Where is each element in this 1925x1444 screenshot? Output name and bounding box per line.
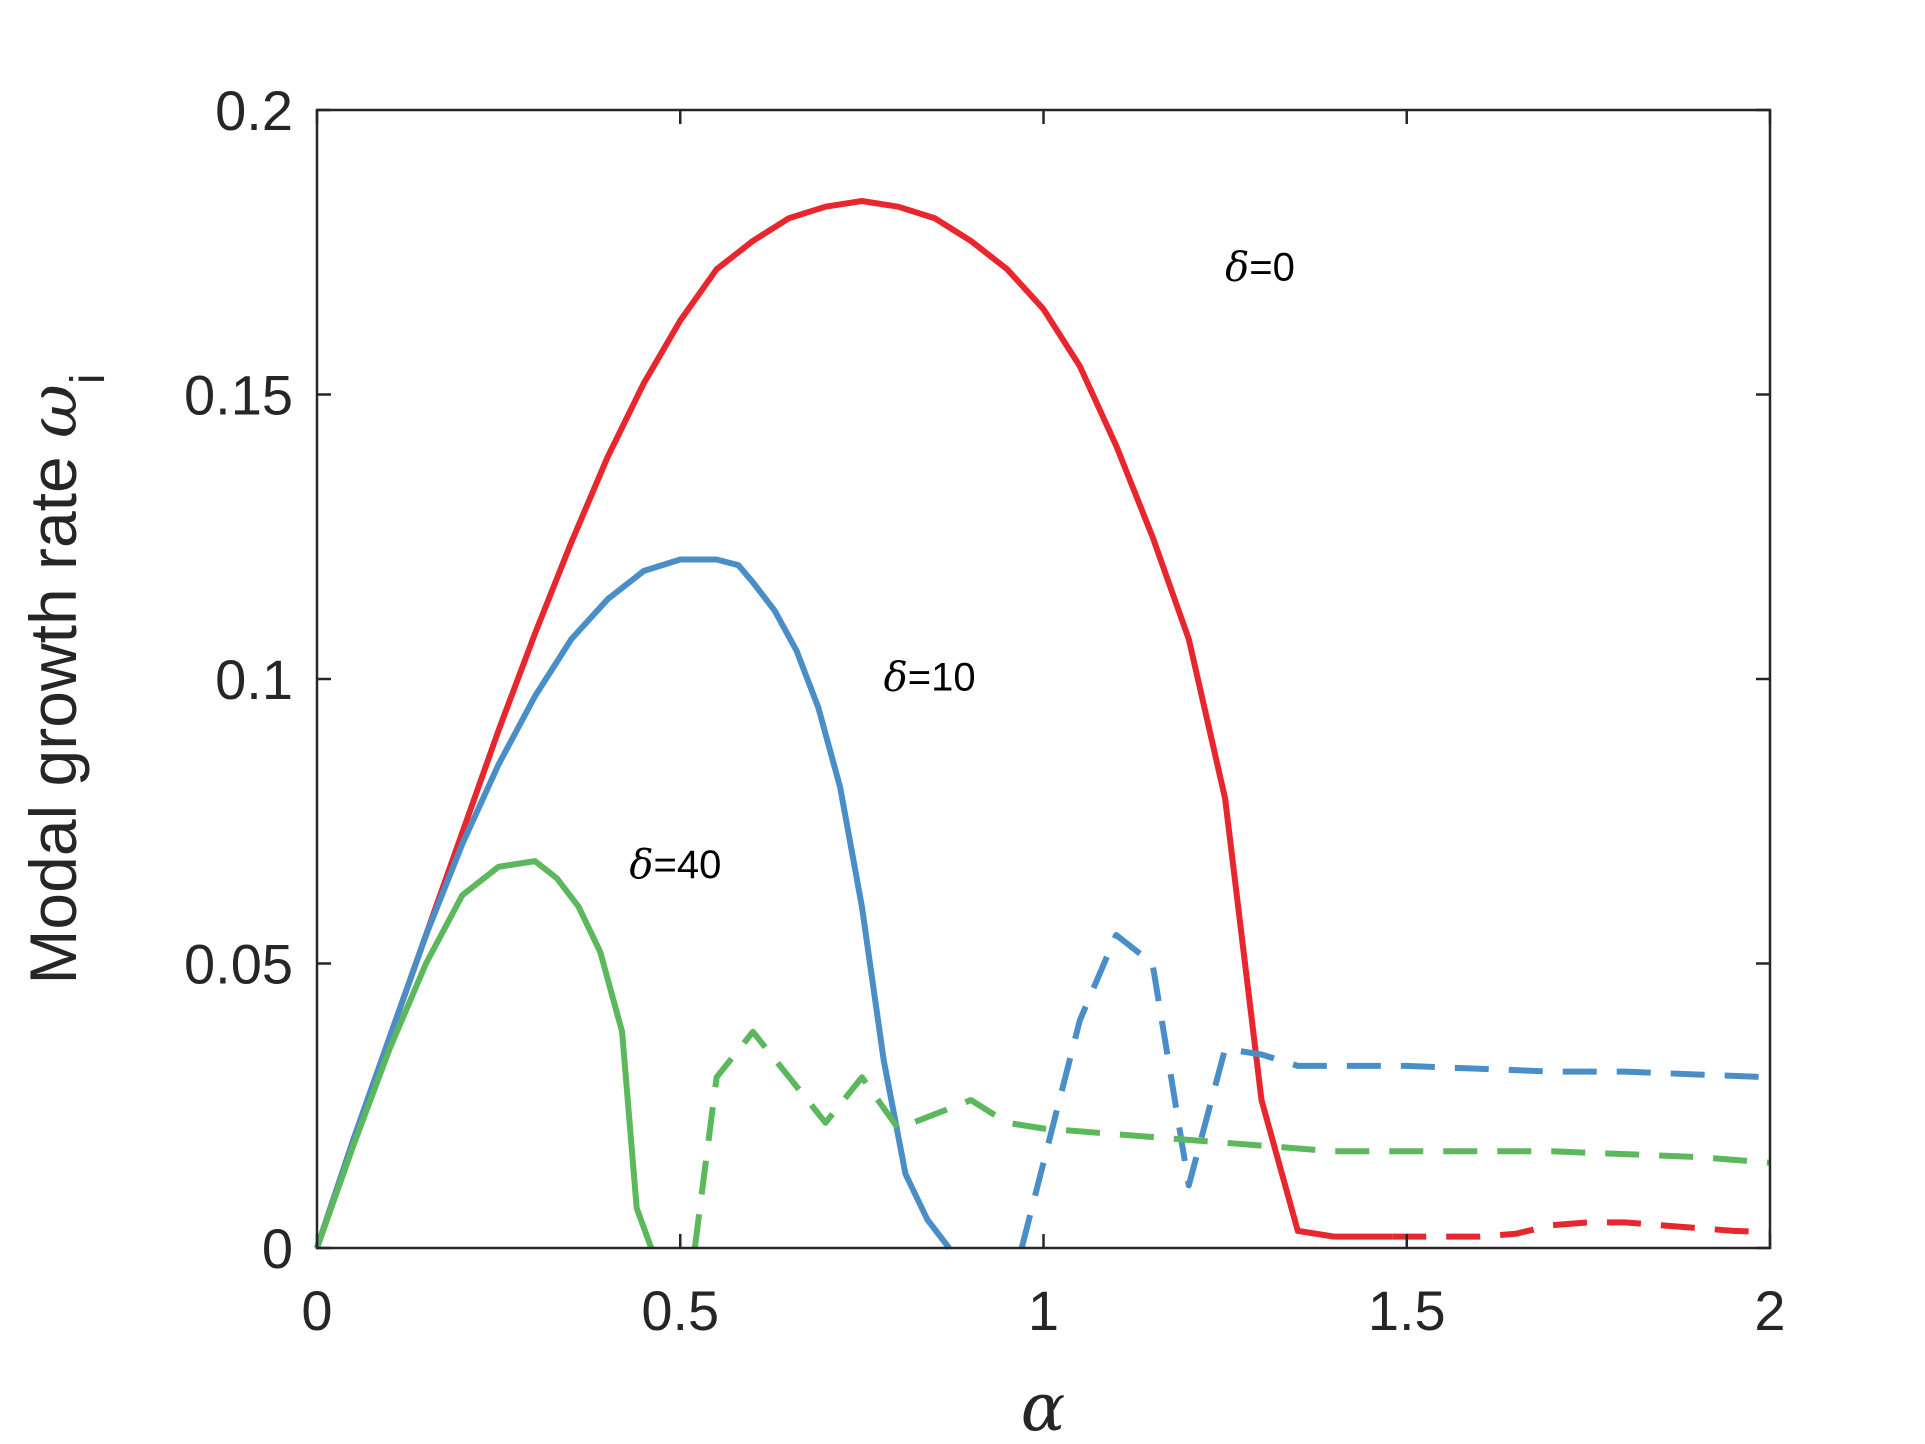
x-tick-label: 2 [1754, 1279, 1785, 1342]
y-tick-label: 0.15 [184, 364, 293, 427]
annotation-symbol: δ [629, 842, 653, 888]
y-axis-label-subscript: i [62, 373, 115, 384]
y-axis-label-symbol: ω [15, 384, 92, 438]
series-annotation: δ=10 [884, 654, 976, 700]
y-tick-label: 0.1 [215, 648, 293, 711]
series-line-d40_solid [314, 858, 655, 1250]
x-axis-label: α [1021, 1369, 1066, 1444]
x-tick-label: 1 [1028, 1279, 1059, 1342]
series-annotation: δ=0 [1225, 245, 1295, 291]
tick-layer: 0 0.5 1 1.5 2 0 0.05 0.1 0.15 0.2 [184, 79, 1786, 1342]
y-tick-label: 0 [262, 1217, 293, 1280]
series-line-d10_solid [314, 556, 952, 1250]
plot-frame [315, 108, 1772, 1250]
series-layer [314, 198, 1771, 1250]
annotation-value: =40 [653, 843, 721, 887]
annotation-symbol: δ [1225, 245, 1249, 291]
series-line-d0_dashed [1392, 1219, 1771, 1240]
y-axis-label: Modal growth rate ωi [15, 373, 115, 984]
annotation-value: =0 [1249, 246, 1295, 290]
y-tick-label: 0.2 [215, 79, 293, 142]
y-tick-label: 0.05 [184, 933, 293, 996]
x-tick-label: 0 [301, 1279, 332, 1342]
annotation-value: =10 [908, 655, 976, 699]
annotation-symbol: δ [884, 654, 908, 700]
x-tick-label: 0.5 [641, 1279, 719, 1342]
series-line-d40_dashed [691, 1028, 1771, 1249]
series-annotation: δ=40 [629, 842, 721, 888]
y-axis-label-text: Modal growth rate [16, 438, 90, 985]
series-line-d0_solid [314, 198, 1393, 1249]
annotation-layer: δ=0δ=10δ=40 [629, 245, 1294, 888]
x-tick-label: 1.5 [1368, 1279, 1446, 1342]
series-line-d10_dashed [1018, 932, 1771, 1249]
